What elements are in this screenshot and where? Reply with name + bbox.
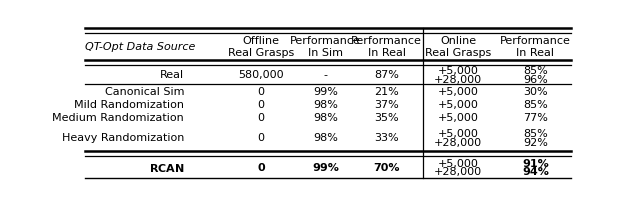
Text: Performance
In Real: Performance In Real xyxy=(500,36,571,58)
Text: 33%: 33% xyxy=(374,133,399,143)
Text: $\mathit{\mathbf{RCAN}}$: $\mathit{\mathbf{RCAN}}$ xyxy=(148,161,184,173)
Text: 92%: 92% xyxy=(523,137,548,147)
Text: +5,000: +5,000 xyxy=(438,128,478,138)
Text: 35%: 35% xyxy=(374,113,399,123)
Text: 85%: 85% xyxy=(523,99,548,109)
Text: +5,000: +5,000 xyxy=(438,66,478,75)
Text: -: - xyxy=(323,70,328,80)
Text: +28,000: +28,000 xyxy=(434,166,482,176)
Text: +5,000: +5,000 xyxy=(438,113,478,123)
Text: 96%: 96% xyxy=(523,74,548,84)
Text: +28,000: +28,000 xyxy=(434,74,482,84)
Text: 77%: 77% xyxy=(523,113,548,123)
Text: Performance
In Real: Performance In Real xyxy=(351,36,422,58)
Text: 0: 0 xyxy=(257,99,264,109)
Text: 99%: 99% xyxy=(313,86,338,96)
Text: +5,000: +5,000 xyxy=(438,86,478,96)
Text: Canonical Sim: Canonical Sim xyxy=(105,86,184,96)
Text: Medium Randomization: Medium Randomization xyxy=(52,113,184,123)
Text: 0: 0 xyxy=(257,162,265,172)
Text: 98%: 98% xyxy=(313,99,338,109)
Text: 580,000: 580,000 xyxy=(238,70,284,80)
Text: Real: Real xyxy=(160,70,184,80)
Text: 30%: 30% xyxy=(523,86,548,96)
Text: 94%: 94% xyxy=(522,166,548,176)
Text: Mild Randomization: Mild Randomization xyxy=(74,99,184,109)
Text: +5,000: +5,000 xyxy=(438,158,478,168)
Text: 91%: 91% xyxy=(522,158,548,168)
Text: 0: 0 xyxy=(257,133,264,143)
Text: Online
Real Grasps: Online Real Grasps xyxy=(425,36,491,58)
Text: 85%: 85% xyxy=(523,66,548,75)
Text: 21%: 21% xyxy=(374,86,399,96)
Text: +28,000: +28,000 xyxy=(434,137,482,147)
Text: 87%: 87% xyxy=(374,70,399,80)
Text: Performance
In Sim: Performance In Sim xyxy=(290,36,361,58)
Text: 70%: 70% xyxy=(373,162,400,172)
Text: 37%: 37% xyxy=(374,99,399,109)
Text: 99%: 99% xyxy=(312,162,339,172)
Text: 85%: 85% xyxy=(523,128,548,138)
Text: 98%: 98% xyxy=(313,113,338,123)
Text: QT-Opt Data Source: QT-Opt Data Source xyxy=(85,42,195,52)
Text: Heavy Randomization: Heavy Randomization xyxy=(62,133,184,143)
Text: 98%: 98% xyxy=(313,133,338,143)
Text: 0: 0 xyxy=(257,113,264,123)
Text: Offline
Real Grasps: Offline Real Grasps xyxy=(228,36,294,58)
Text: 0: 0 xyxy=(257,86,264,96)
Text: +5,000: +5,000 xyxy=(438,99,478,109)
